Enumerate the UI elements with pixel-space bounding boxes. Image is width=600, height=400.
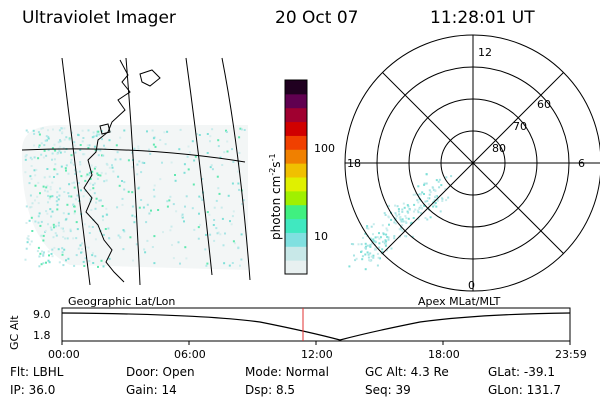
timeline-x-2359: 23:59 — [555, 348, 587, 361]
colorbar-segment — [285, 218, 307, 233]
colorbar-segment — [285, 232, 307, 247]
colorbar-segment — [285, 163, 307, 178]
colorbar-segment — [285, 93, 307, 109]
timeline-y-max: 9.0 — [33, 308, 51, 321]
instrument-title: Ultraviolet Imager — [22, 8, 176, 28]
timeline-x-0000: 00:00 — [48, 348, 80, 361]
info-door: Door: Open — [126, 365, 195, 379]
info-gain: Gain: 14 — [126, 383, 177, 397]
left-map-caption: Geographic Lat/Lon — [68, 295, 176, 308]
colorbar-segment — [285, 260, 307, 275]
colorbar-segment — [285, 246, 307, 261]
lat-label-60: 60 — [537, 98, 551, 111]
polar-plot — [344, 34, 600, 292]
aurora-speckle-left — [24, 127, 246, 268]
info-glon: GLon: 131.7 — [488, 383, 561, 397]
colorbar-unit-label: photon cm-2s-1 — [268, 153, 283, 240]
mlt-label-6: 6 — [578, 157, 585, 170]
date-label: 20 Oct 07 — [275, 8, 359, 28]
colorbar-segment — [285, 80, 307, 95]
timeline-x-0600: 06:00 — [174, 348, 206, 361]
altitude-timeline — [61, 307, 571, 345]
info-seq: Seq: 39 — [365, 383, 411, 397]
timeline-axis-label: GC Alt — [8, 315, 21, 350]
right-map-caption: Apex MLat/MLT — [418, 295, 501, 308]
mlt-label-18: 18 — [347, 157, 361, 170]
time-label: 11:28:01 UT — [430, 8, 535, 28]
colorbar-tick-10: 10 — [314, 230, 328, 243]
info-flt: Flt: LBHL — [10, 365, 64, 379]
colorbar-tick-100: 100 — [314, 142, 335, 155]
colorbar-segment — [285, 204, 307, 220]
timeline-x-1200: 12:00 — [301, 348, 333, 361]
colorbar-segment — [285, 121, 307, 136]
mlt-label-12: 12 — [478, 46, 492, 59]
info-dsp: Dsp: 8.5 — [245, 383, 296, 397]
colorbar-segment — [285, 177, 307, 192]
colorbar-segment — [285, 190, 307, 206]
colorbar-segment — [285, 135, 307, 150]
mlt-label-0: 0 — [468, 279, 475, 292]
lat-label-80: 80 — [492, 142, 506, 155]
info-ip: IP: 36.0 — [10, 383, 56, 397]
geographic-map — [21, 57, 251, 286]
info-glat: GLat: -39.1 — [488, 365, 555, 379]
colorbar-segment — [285, 149, 307, 164]
timeline-y-min: 1.8 — [33, 329, 51, 342]
aurora-speckle-right — [348, 173, 453, 271]
info-gc-alt: GC Alt: 4.3 Re — [365, 365, 449, 379]
colorbar — [285, 80, 307, 275]
timeline-x-1800: 18:00 — [428, 348, 460, 361]
lat-label-70: 70 — [513, 120, 527, 133]
info-mode: Mode: Normal — [245, 365, 329, 379]
colorbar-segment — [285, 107, 307, 123]
